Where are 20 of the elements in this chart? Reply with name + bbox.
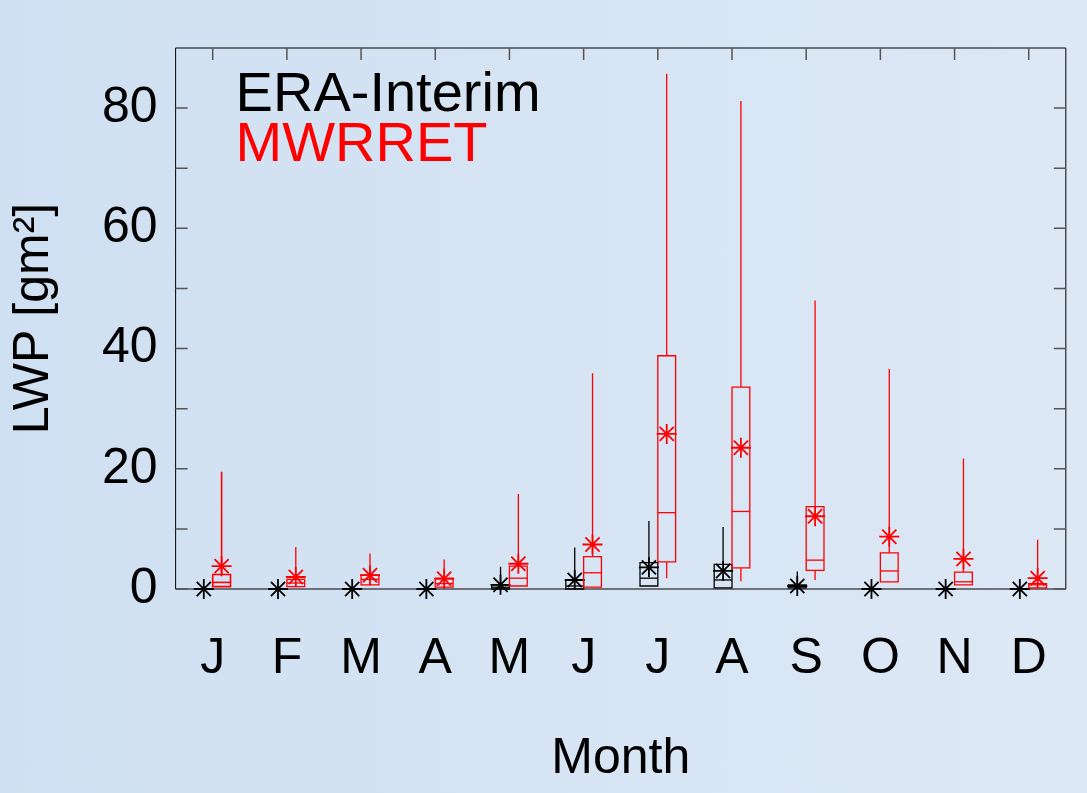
text: ERA-Interim <box>235 60 541 124</box>
x-tick-label: J <box>571 627 597 684</box>
y-tick-label: 40 <box>101 317 158 374</box>
x-tick-label: F <box>271 627 303 684</box>
x-tick-label: D <box>1010 627 1047 684</box>
x-tick-label: N <box>936 627 973 684</box>
x-tick-label: O <box>860 627 900 684</box>
y-axis-title: LWP [gm²] <box>2 202 59 435</box>
y-tick-label: 20 <box>101 437 158 494</box>
x-tick-label: A <box>418 627 453 684</box>
x-tick-label: M <box>340 627 382 684</box>
y-tick-label: 0 <box>129 557 158 614</box>
x-tick-label: S <box>789 627 823 684</box>
x-tick-label: M <box>488 627 531 684</box>
y-tick-label: 80 <box>101 76 158 133</box>
y-tick-label: 60 <box>101 197 158 254</box>
x-tick-label: A <box>715 627 750 684</box>
x-tick-label: J <box>200 627 226 684</box>
x-axis-title: Month <box>551 727 691 784</box>
x-tick-label: J <box>645 627 671 684</box>
